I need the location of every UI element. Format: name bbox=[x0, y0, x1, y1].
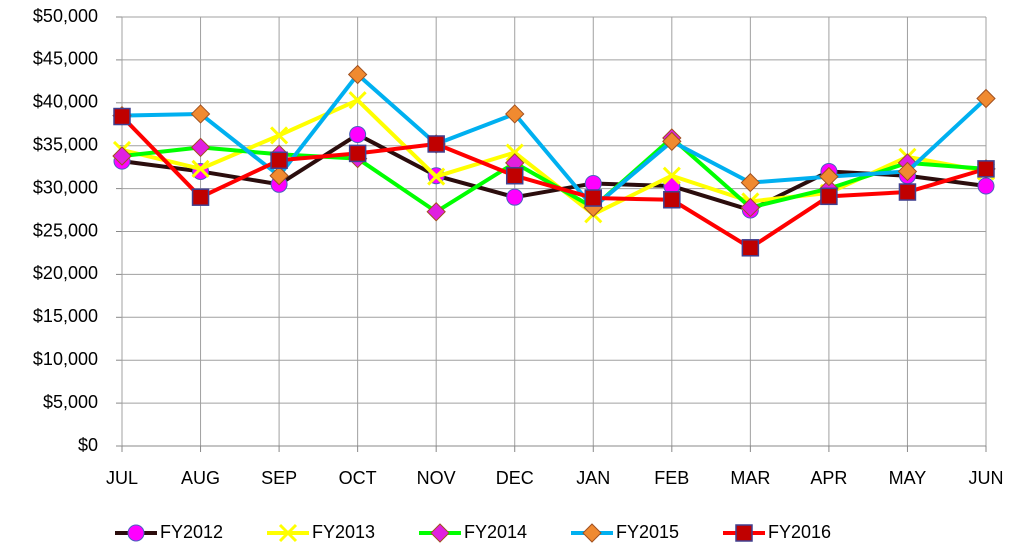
x-tick-label: JUL bbox=[106, 468, 138, 488]
y-tick-label: $50,000 bbox=[33, 6, 98, 26]
y-tick-label: $30,000 bbox=[33, 177, 98, 197]
data-point bbox=[897, 161, 918, 182]
y-tick-label: $5,000 bbox=[43, 392, 98, 412]
x-tick-label: FEB bbox=[654, 468, 689, 488]
x-tick-label: OCT bbox=[339, 468, 377, 488]
data-point bbox=[112, 146, 132, 166]
data-point bbox=[741, 239, 760, 257]
data-point bbox=[348, 91, 367, 110]
series-line bbox=[120, 115, 987, 250]
x-tick-label: JAN bbox=[576, 468, 610, 488]
data-point bbox=[977, 160, 995, 178]
data-point bbox=[740, 172, 761, 193]
series-line bbox=[121, 132, 987, 213]
data-point bbox=[348, 144, 367, 163]
data-point bbox=[976, 88, 996, 109]
legend-label: FY2016 bbox=[768, 522, 831, 542]
legend-marker bbox=[278, 523, 298, 543]
data-point bbox=[663, 191, 681, 209]
legend-marker bbox=[582, 523, 602, 543]
x-tick-label: DEC bbox=[496, 468, 534, 488]
data-point bbox=[505, 104, 525, 124]
data-point bbox=[427, 167, 446, 186]
data-point bbox=[662, 131, 682, 152]
data-point bbox=[740, 197, 761, 218]
data-point bbox=[347, 64, 368, 85]
legend-label: FY2013 bbox=[312, 522, 375, 542]
data-point bbox=[977, 177, 995, 195]
y-tick-label: $45,000 bbox=[33, 49, 98, 69]
x-tick-label: MAR bbox=[730, 468, 770, 488]
y-tick-label: $35,000 bbox=[33, 134, 98, 154]
data-point bbox=[505, 166, 524, 185]
data-point bbox=[270, 126, 289, 145]
data-point bbox=[819, 166, 839, 187]
y-tick-label: $20,000 bbox=[33, 263, 98, 283]
data-point bbox=[426, 202, 446, 222]
x-tick-label: SEP bbox=[261, 468, 297, 488]
data-point bbox=[190, 137, 211, 158]
data-point bbox=[584, 174, 602, 192]
legend-marker bbox=[735, 524, 753, 542]
y-tick-label: $0 bbox=[78, 435, 98, 455]
data-point bbox=[506, 188, 524, 206]
x-tick-label: AUG bbox=[181, 468, 220, 488]
data-point bbox=[662, 166, 681, 185]
x-tick-label: MAY bbox=[889, 468, 927, 488]
legend-marker bbox=[430, 523, 450, 543]
legend-label: FY2012 bbox=[160, 522, 223, 542]
data-point bbox=[898, 183, 917, 201]
y-tick-label: $25,000 bbox=[33, 220, 98, 240]
y-tick-label: $15,000 bbox=[33, 306, 98, 326]
data-point bbox=[113, 107, 131, 126]
data-point bbox=[191, 188, 210, 206]
data-point bbox=[349, 126, 367, 144]
data-point bbox=[584, 189, 603, 207]
series-line bbox=[121, 98, 987, 217]
x-tick-label: APR bbox=[810, 468, 847, 488]
legend-label: FY2015 bbox=[616, 522, 679, 542]
x-tick-label: JUN bbox=[969, 468, 1004, 488]
x-tick-label: NOV bbox=[417, 468, 456, 488]
data-point bbox=[270, 151, 288, 170]
data-point bbox=[191, 159, 210, 178]
legend-label: FY2014 bbox=[464, 522, 527, 542]
data-point bbox=[190, 104, 211, 124]
data-point bbox=[820, 187, 838, 206]
data-point bbox=[427, 135, 445, 153]
y-tick-label: $40,000 bbox=[33, 92, 98, 112]
data-point bbox=[505, 143, 524, 162]
y-tick-label: $10,000 bbox=[33, 349, 98, 369]
data-point bbox=[269, 166, 289, 186]
legend-marker bbox=[127, 524, 145, 542]
